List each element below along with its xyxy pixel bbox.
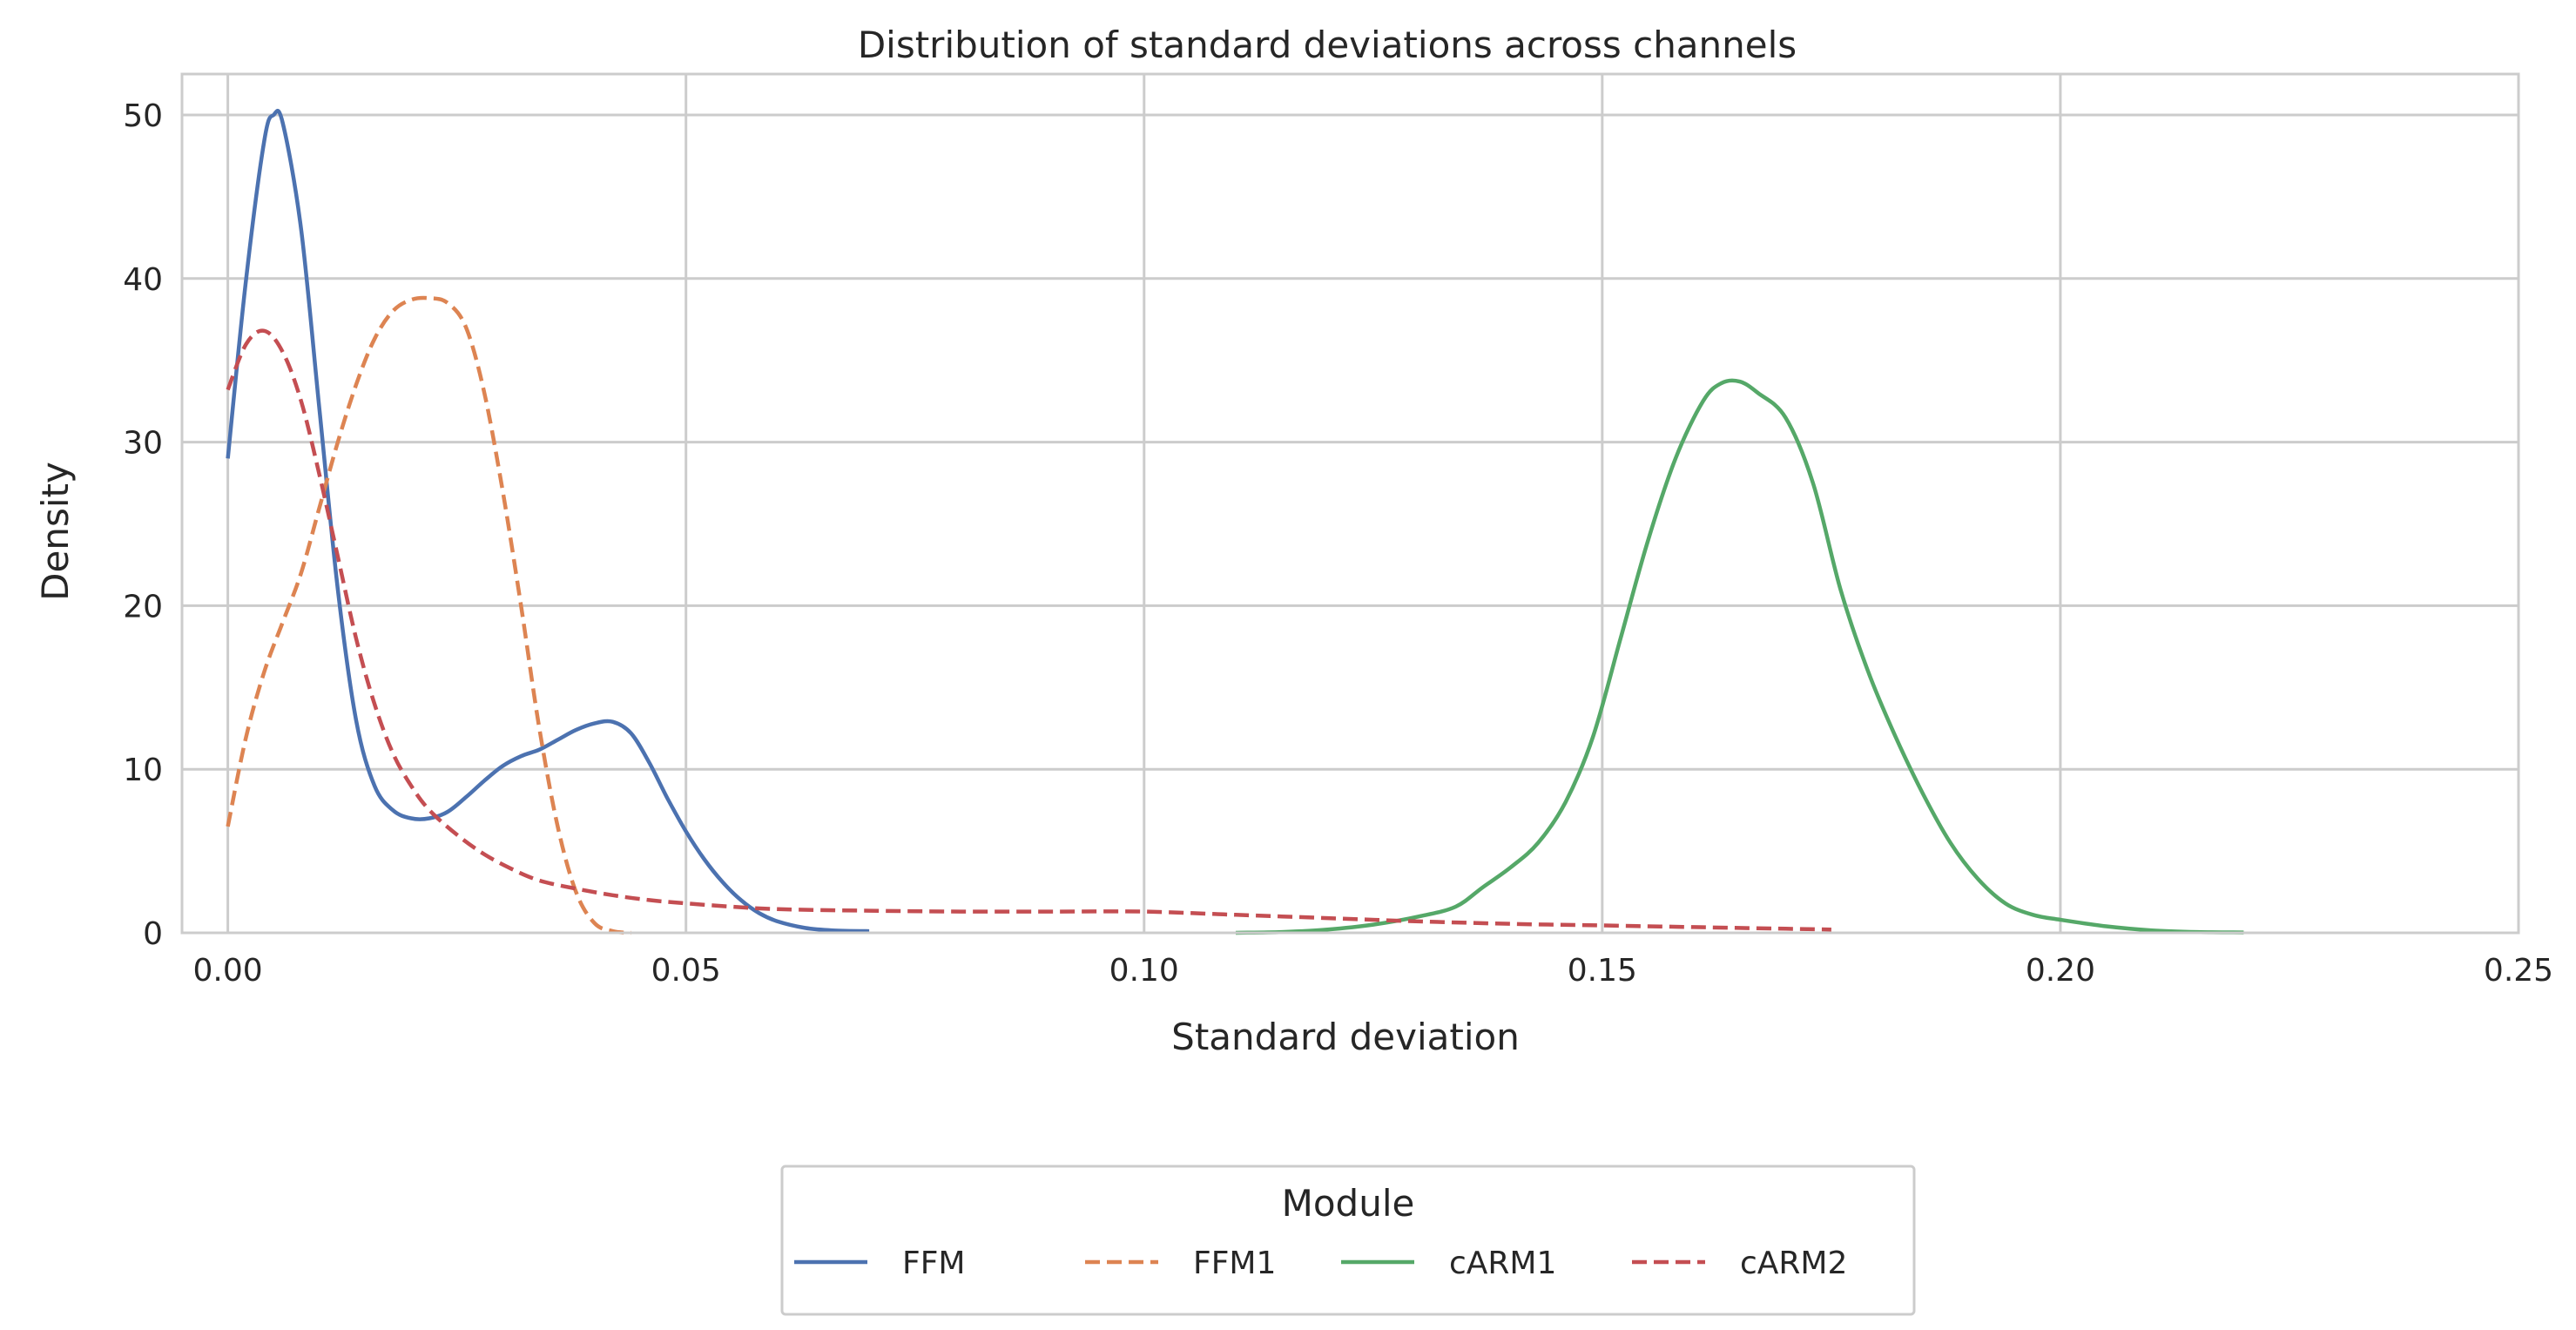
legend-label: FFM1 [1193, 1246, 1276, 1281]
legend-frame [780, 1165, 1916, 1316]
x-tick-label: 0.15 [1568, 953, 1637, 989]
y-tick-label: 40 [123, 262, 163, 298]
y-axis-label: Density [34, 462, 77, 601]
x-axis-label: Standard deviation [1171, 1016, 1520, 1058]
x-tick-label: 0.25 [2484, 953, 2553, 989]
grid [182, 74, 2520, 935]
x-tick-labels: 0.00 0.05 0.10 0.15 0.20 0.25 [193, 953, 2554, 989]
y-tick-label: 20 [123, 589, 163, 624]
y-tick-label: 10 [123, 753, 163, 788]
plot-frame [180, 72, 2520, 935]
legend-item-carm1: cARM1 [1341, 1246, 1556, 1281]
series-lines [226, 108, 2244, 935]
legend-item-ffm: FFM [794, 1246, 965, 1281]
y-tick-label: 0 [143, 916, 163, 952]
legend-item-carm2: cARM2 [1632, 1246, 1847, 1281]
y-tick-labels: 0 10 20 30 40 50 [123, 98, 163, 952]
legend-items: FFM FFM1 cARM1 cARM2 [794, 1246, 1847, 1281]
series-line-carm2 [226, 328, 1831, 932]
legend-title: Module [1282, 1182, 1415, 1225]
x-tick-label: 0.20 [2026, 953, 2095, 989]
series-line-ffm [226, 108, 870, 934]
y-tick-label: 50 [123, 98, 163, 134]
legend-label: cARM2 [1740, 1246, 1847, 1281]
x-tick-label: 0.10 [1109, 953, 1179, 989]
chart-title: Distribution of standard deviations acro… [858, 24, 1797, 66]
series-line-ffm1 [226, 295, 631, 935]
legend-label: cARM1 [1449, 1246, 1556, 1281]
x-tick-label: 0.05 [651, 953, 721, 989]
series-line-carm1 [1235, 378, 2244, 935]
legend-item-ffm1: FFM1 [1085, 1246, 1276, 1281]
legend: Module FFM FFM1 cARM1 cARM2 [780, 1165, 1916, 1316]
legend-label: FFM [902, 1246, 965, 1281]
x-tick-label: 0.00 [193, 953, 263, 989]
y-tick-label: 30 [123, 426, 163, 462]
